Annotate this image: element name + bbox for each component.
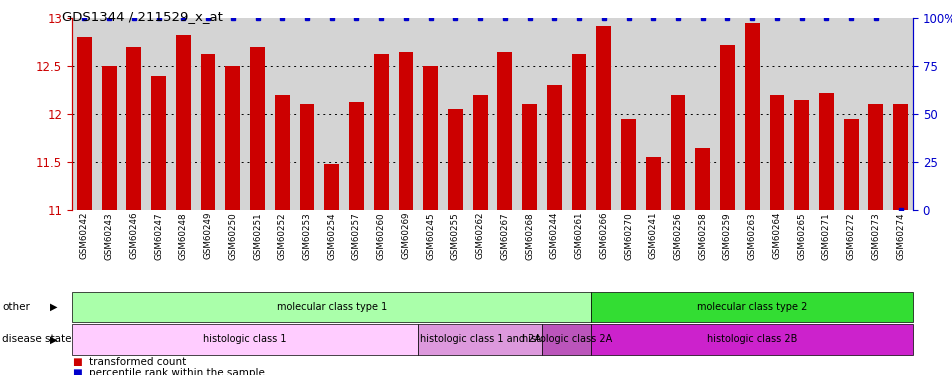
Bar xyxy=(176,35,190,210)
Bar xyxy=(127,47,141,210)
Text: GSM60250: GSM60250 xyxy=(228,212,237,260)
Bar xyxy=(472,95,487,210)
Bar xyxy=(892,104,907,210)
Text: GSM60266: GSM60266 xyxy=(599,212,607,260)
Bar xyxy=(571,54,585,210)
Text: GSM60262: GSM60262 xyxy=(475,212,485,260)
Text: GSM60243: GSM60243 xyxy=(105,212,113,260)
Bar xyxy=(818,93,833,210)
Bar xyxy=(867,104,883,210)
Bar xyxy=(621,119,635,210)
Text: molecular class type 1: molecular class type 1 xyxy=(276,302,387,312)
Text: GSM60272: GSM60272 xyxy=(845,212,855,260)
Text: histologic class 1 and 2A: histologic class 1 and 2A xyxy=(419,334,540,345)
Text: GSM60263: GSM60263 xyxy=(747,212,756,260)
Bar xyxy=(793,100,808,210)
Text: GSM60268: GSM60268 xyxy=(525,212,533,260)
Text: other: other xyxy=(2,302,30,312)
Text: GSM60267: GSM60267 xyxy=(500,212,508,260)
Text: GSM60260: GSM60260 xyxy=(376,212,386,260)
Text: GSM60251: GSM60251 xyxy=(252,212,262,260)
Text: GSM60274: GSM60274 xyxy=(895,212,904,260)
Bar xyxy=(151,76,166,210)
Text: GSM60252: GSM60252 xyxy=(277,212,287,260)
Text: GSM60255: GSM60255 xyxy=(450,212,460,260)
Text: GSM60270: GSM60270 xyxy=(624,212,632,260)
Bar xyxy=(77,37,91,210)
Text: GSM60271: GSM60271 xyxy=(821,212,830,260)
Text: GSM60246: GSM60246 xyxy=(129,212,138,260)
Bar xyxy=(447,109,463,210)
Text: ▶: ▶ xyxy=(50,302,58,312)
Bar xyxy=(768,95,783,210)
Text: GSM60247: GSM60247 xyxy=(154,212,163,260)
Text: GSM60257: GSM60257 xyxy=(351,212,361,260)
Bar xyxy=(843,119,858,210)
Text: GSM60248: GSM60248 xyxy=(179,212,188,260)
Text: GSM60259: GSM60259 xyxy=(723,212,731,260)
Text: ▶: ▶ xyxy=(50,334,58,345)
Text: transformed count: transformed count xyxy=(89,357,187,367)
Text: GSM60258: GSM60258 xyxy=(698,212,706,260)
Bar xyxy=(249,47,265,210)
Bar xyxy=(299,104,314,210)
Bar xyxy=(522,104,537,210)
Text: GSM60261: GSM60261 xyxy=(574,212,583,260)
Bar xyxy=(596,26,610,210)
Text: GSM60241: GSM60241 xyxy=(648,212,657,260)
Text: molecular class type 2: molecular class type 2 xyxy=(696,302,806,312)
Text: GSM60242: GSM60242 xyxy=(80,212,89,260)
Text: histologic class 1: histologic class 1 xyxy=(203,334,287,345)
Bar xyxy=(423,66,438,210)
Bar xyxy=(670,95,684,210)
Text: ■: ■ xyxy=(72,368,82,375)
Text: GSM60249: GSM60249 xyxy=(204,212,212,260)
Text: GSM60273: GSM60273 xyxy=(870,212,880,260)
Text: GSM60265: GSM60265 xyxy=(797,212,805,260)
Bar xyxy=(398,52,413,210)
Bar xyxy=(546,85,561,210)
Text: histologic class 2A: histologic class 2A xyxy=(521,334,611,345)
Text: GSM60245: GSM60245 xyxy=(426,212,435,260)
Text: GSM60244: GSM60244 xyxy=(549,212,558,260)
Text: disease state: disease state xyxy=(2,334,71,345)
Text: GSM60254: GSM60254 xyxy=(327,212,336,260)
Text: GSM60269: GSM60269 xyxy=(401,212,410,260)
Bar xyxy=(645,157,660,210)
Bar xyxy=(744,23,759,210)
Text: GSM60264: GSM60264 xyxy=(772,212,781,260)
Text: GDS1344 / 211529_x_at: GDS1344 / 211529_x_at xyxy=(63,10,223,23)
Text: percentile rank within the sample: percentile rank within the sample xyxy=(89,368,265,375)
Bar xyxy=(720,45,734,210)
Bar xyxy=(695,148,709,210)
Text: histologic class 2B: histologic class 2B xyxy=(706,334,797,345)
Bar xyxy=(497,52,512,210)
Bar xyxy=(373,54,388,210)
Bar xyxy=(225,66,240,210)
Text: GSM60256: GSM60256 xyxy=(673,212,682,260)
Text: ■: ■ xyxy=(72,357,82,367)
Bar xyxy=(324,164,339,210)
Bar xyxy=(201,54,215,210)
Bar xyxy=(102,66,116,210)
Text: GSM60253: GSM60253 xyxy=(302,212,311,260)
Bar xyxy=(274,95,289,210)
Bar xyxy=(348,102,364,210)
